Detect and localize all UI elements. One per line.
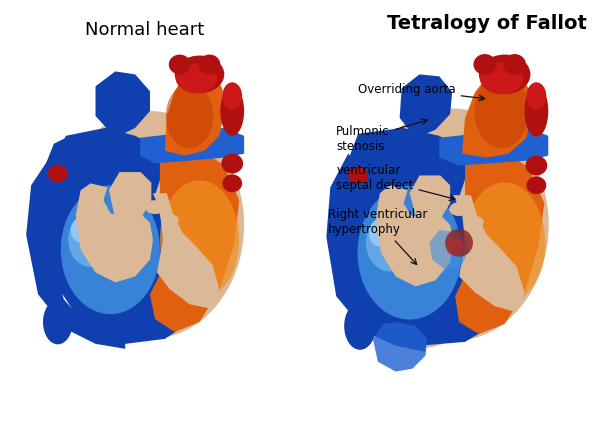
Ellipse shape: [175, 56, 224, 93]
Ellipse shape: [43, 300, 72, 344]
Ellipse shape: [466, 216, 484, 228]
Ellipse shape: [526, 156, 547, 176]
Ellipse shape: [176, 64, 217, 93]
Ellipse shape: [68, 213, 113, 267]
Polygon shape: [346, 140, 391, 195]
Polygon shape: [453, 195, 524, 312]
Ellipse shape: [464, 183, 545, 303]
Ellipse shape: [480, 63, 524, 94]
Polygon shape: [140, 128, 244, 164]
Ellipse shape: [526, 176, 546, 194]
Ellipse shape: [378, 277, 467, 348]
Polygon shape: [373, 322, 427, 372]
Ellipse shape: [503, 54, 526, 75]
Ellipse shape: [473, 54, 496, 75]
Ellipse shape: [222, 82, 242, 110]
Text: Right ventricular
hypertrophy: Right ventricular hypertrophy: [328, 208, 428, 265]
Ellipse shape: [221, 153, 243, 173]
Ellipse shape: [71, 217, 90, 242]
Polygon shape: [26, 156, 125, 349]
Polygon shape: [327, 153, 426, 352]
Ellipse shape: [449, 202, 469, 216]
Polygon shape: [111, 173, 150, 223]
Ellipse shape: [160, 180, 239, 299]
Ellipse shape: [220, 86, 244, 136]
Polygon shape: [76, 183, 153, 282]
Polygon shape: [376, 185, 453, 286]
Ellipse shape: [344, 302, 376, 350]
Ellipse shape: [475, 74, 529, 148]
Polygon shape: [46, 138, 90, 193]
Text: Tetralogy of Fallot: Tetralogy of Fallot: [387, 15, 587, 34]
Ellipse shape: [166, 84, 214, 148]
Polygon shape: [439, 128, 548, 165]
Ellipse shape: [161, 214, 179, 226]
Polygon shape: [400, 75, 452, 138]
Polygon shape: [462, 67, 532, 157]
Ellipse shape: [369, 219, 391, 247]
Polygon shape: [165, 67, 224, 156]
Polygon shape: [46, 128, 200, 344]
Polygon shape: [96, 71, 150, 138]
Ellipse shape: [169, 55, 190, 75]
Ellipse shape: [76, 274, 165, 344]
Polygon shape: [429, 230, 469, 269]
Ellipse shape: [356, 108, 549, 341]
Ellipse shape: [222, 175, 242, 192]
Text: Overriding aorta: Overriding aorta: [358, 83, 484, 101]
Ellipse shape: [48, 164, 68, 183]
Polygon shape: [455, 148, 544, 334]
Polygon shape: [150, 146, 239, 332]
Ellipse shape: [56, 111, 244, 339]
Ellipse shape: [446, 238, 464, 256]
Polygon shape: [153, 193, 219, 309]
Ellipse shape: [366, 214, 413, 272]
Text: Pulmonic
stenosis: Pulmonic stenosis: [336, 119, 427, 153]
Text: ventricular
septal defect: ventricular septal defect: [336, 164, 455, 201]
Ellipse shape: [61, 185, 160, 314]
Polygon shape: [410, 176, 450, 225]
Ellipse shape: [445, 229, 473, 257]
Ellipse shape: [198, 55, 220, 75]
Ellipse shape: [357, 186, 462, 320]
Ellipse shape: [145, 200, 165, 214]
Ellipse shape: [348, 167, 368, 184]
Ellipse shape: [524, 85, 548, 137]
Text: Normal heart: Normal heart: [85, 21, 204, 39]
Ellipse shape: [526, 82, 546, 110]
Polygon shape: [338, 128, 505, 346]
Ellipse shape: [479, 55, 530, 94]
